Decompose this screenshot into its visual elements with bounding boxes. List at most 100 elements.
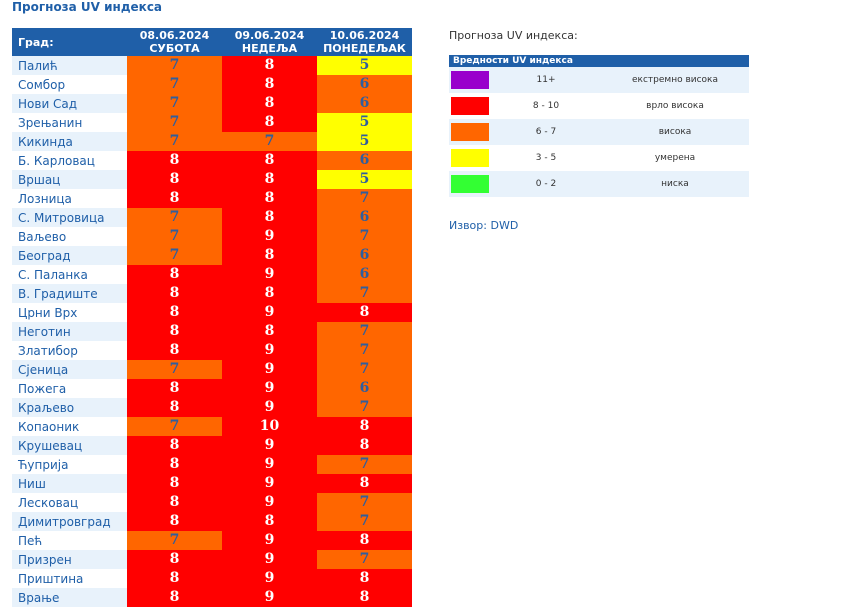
uv-value-cell: 7	[317, 550, 412, 569]
city-name: Сомбор	[12, 75, 127, 94]
table-row: Црни Врх 8 9 8	[12, 303, 412, 322]
uv-value-cell: 7	[127, 132, 222, 151]
city-name: Копаоник	[12, 417, 127, 436]
uv-value-cell: 7	[127, 94, 222, 113]
uv-value-cell: 9	[222, 341, 317, 360]
legend-swatch-cell	[449, 145, 491, 171]
table-row: Сомбор 7 8 6	[12, 75, 412, 94]
page-title: Прогноза UV индекса	[12, 0, 163, 14]
uv-value-cell: 8	[222, 322, 317, 341]
table-row: Лесковац 8 9 7	[12, 493, 412, 512]
uv-value-cell: 8	[317, 303, 412, 322]
uv-value-cell: 5	[317, 132, 412, 151]
day-weekday: ПОНЕДЕЉАК	[323, 42, 406, 55]
legend-swatch-cell	[449, 67, 491, 93]
day-column-header: 10.06.2024 ПОНЕДЕЉАК	[317, 28, 412, 56]
uv-value-cell: 8	[317, 436, 412, 455]
uv-value-cell: 7	[317, 455, 412, 474]
uv-value-cell: 8	[317, 569, 412, 588]
uv-value-cell: 5	[317, 113, 412, 132]
city-name: Лозница	[12, 189, 127, 208]
table-row: Краљево 8 9 7	[12, 398, 412, 417]
uv-table-body: Палић 7 8 5 Сомбор 7 8 6 Нови Сад 7 8 6 Зрењанин 7 8 5 К…	[12, 56, 412, 607]
table-row: Ваљево 7 9 7	[12, 227, 412, 246]
legend-label: врло висока	[601, 93, 749, 119]
legend-label: екстремно висока	[601, 67, 749, 93]
city-name: Црни Врх	[12, 303, 127, 322]
city-name: Б. Карловац	[12, 151, 127, 170]
uv-value-cell: 8	[127, 170, 222, 189]
legend-swatch-cell	[449, 171, 491, 197]
uv-value-cell: 9	[222, 569, 317, 588]
uv-value-cell: 6	[317, 265, 412, 284]
table-row: Зрењанин 7 8 5	[12, 113, 412, 132]
table-row: Сјеница 7 9 7	[12, 360, 412, 379]
uv-value-cell: 8	[222, 284, 317, 303]
uv-value-cell: 6	[317, 208, 412, 227]
city-name: С. Паланка	[12, 265, 127, 284]
uv-value-cell: 7	[127, 113, 222, 132]
uv-value-cell: 8	[127, 151, 222, 170]
table-row: Крушевац 8 9 8	[12, 436, 412, 455]
table-row: Ћуприја 8 9 7	[12, 455, 412, 474]
uv-value-cell: 6	[317, 94, 412, 113]
table-row: С. Митровица 7 8 6	[12, 208, 412, 227]
uv-value-cell: 8	[222, 246, 317, 265]
city-name: Димитровград	[12, 512, 127, 531]
uv-value-cell: 10	[222, 417, 317, 436]
uv-value-cell: 6	[317, 379, 412, 398]
uv-value-cell: 8	[222, 113, 317, 132]
city-name: Београд	[12, 246, 127, 265]
uv-value-cell: 9	[222, 265, 317, 284]
day-weekday: СУБОТА	[149, 42, 200, 55]
uv-value-cell: 8	[222, 151, 317, 170]
uv-value-cell: 9	[222, 398, 317, 417]
legend-color-swatch	[451, 175, 489, 193]
city-name: Пожега	[12, 379, 127, 398]
uv-value-cell: 8	[127, 189, 222, 208]
legend-body: 11+ екстремно висока 8 - 10 врло висока 6 - …	[449, 67, 749, 197]
day-column-header: 09.06.2024 НЕДЕЉА	[222, 28, 317, 56]
legend-row: 8 - 10 врло висока	[449, 93, 749, 119]
uv-value-cell: 9	[222, 436, 317, 455]
uv-value-cell: 5	[317, 170, 412, 189]
table-row: Призрен 8 9 7	[12, 550, 412, 569]
legend-row: 3 - 5 умерена	[449, 145, 749, 171]
legend-range: 3 - 5	[491, 145, 601, 171]
city-name: Ниш	[12, 474, 127, 493]
uv-value-cell: 8	[222, 75, 317, 94]
table-header-row: Град: 08.06.2024 СУБОТА 09.06.2024 НЕДЕЉА …	[12, 28, 412, 56]
legend-range: 0 - 2	[491, 171, 601, 197]
uv-value-cell: 8	[127, 322, 222, 341]
uv-value-cell: 7	[127, 56, 222, 75]
uv-value-cell: 7	[127, 417, 222, 436]
uv-value-cell: 9	[222, 550, 317, 569]
legend-label: висока	[601, 119, 749, 145]
uv-value-cell: 9	[222, 474, 317, 493]
uv-value-cell: 8	[222, 512, 317, 531]
uv-value-cell: 7	[127, 75, 222, 94]
uv-value-cell: 9	[222, 227, 317, 246]
uv-value-cell: 8	[317, 531, 412, 550]
city-name: Краљево	[12, 398, 127, 417]
uv-value-cell: 7	[317, 227, 412, 246]
uv-legend-table: Вредности UV индекса 11+ екстремно висока…	[449, 55, 749, 197]
table-row: Вршац 8 8 5	[12, 170, 412, 189]
uv-value-cell: 9	[222, 531, 317, 550]
uv-value-cell: 7	[317, 398, 412, 417]
table-row: С. Паланка 8 9 6	[12, 265, 412, 284]
legend-header: Вредности UV индекса	[449, 55, 749, 67]
legend-title: Прогноза UV индекса:	[449, 29, 578, 42]
uv-value-cell: 7	[317, 284, 412, 303]
legend-row: 11+ екстремно висока	[449, 67, 749, 93]
table-row: Приштина 8 9 8	[12, 569, 412, 588]
day-column-header: 08.06.2024 СУБОТА	[127, 28, 222, 56]
uv-value-cell: 8	[222, 94, 317, 113]
uv-value-cell: 7	[317, 322, 412, 341]
uv-value-cell: 8	[127, 512, 222, 531]
uv-value-cell: 9	[222, 303, 317, 322]
legend-range: 11+	[491, 67, 601, 93]
uv-forecast-table: Град: 08.06.2024 СУБОТА 09.06.2024 НЕДЕЉА …	[12, 28, 412, 607]
uv-value-cell: 8	[127, 341, 222, 360]
legend-label: умерена	[601, 145, 749, 171]
